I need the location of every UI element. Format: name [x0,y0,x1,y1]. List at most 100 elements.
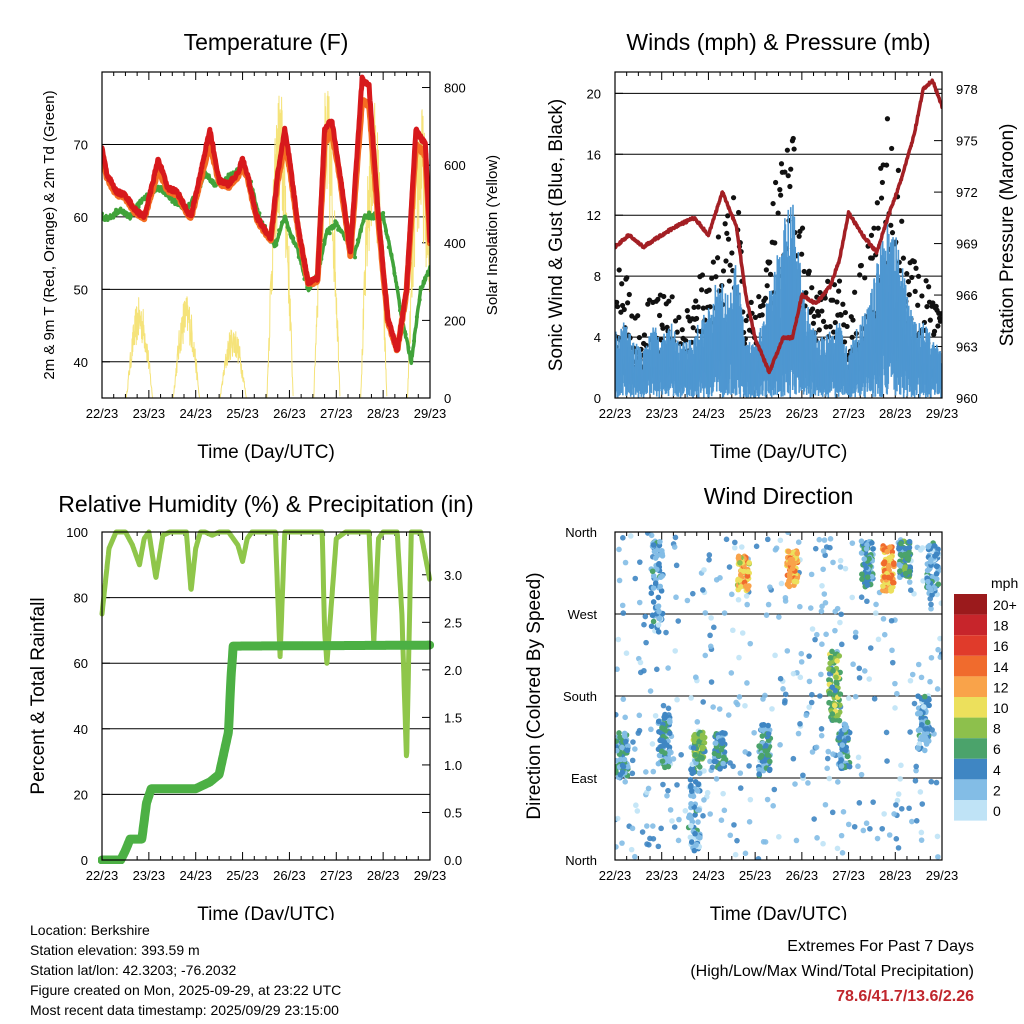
direction-point [920,704,927,710]
dewpoint-marker [167,196,172,201]
direction-point [647,835,653,842]
direction-point [660,781,666,788]
direction-point [838,763,845,769]
direction-point [837,564,844,570]
gust-point [899,218,905,224]
direction-point [727,832,734,839]
direction-point [746,560,752,566]
direction-point [895,791,902,797]
direction-point [676,816,682,823]
location-text: Location: Berkshire [30,922,150,938]
dewpoint-marker [119,209,124,214]
y2-tick-label: 966 [956,288,978,303]
y2-tick-label: 972 [956,185,978,200]
direction-point [860,827,867,834]
direction-point [934,686,941,692]
direction-point [655,843,662,850]
direction-point [809,691,815,698]
direction-point [907,729,913,735]
direction-point [927,678,933,685]
direction-point [787,574,793,581]
direction-point [765,722,771,729]
panel-3: Relative Humidity (%) & Precipitation (i… [28,491,474,920]
y-tick-label: 40 [74,355,88,370]
direction-point [747,640,754,647]
colorbar-label: 8 [993,721,1001,737]
direction-point [805,780,811,786]
gust-point [707,304,713,310]
direction-point [889,549,896,555]
direction-point [663,629,669,636]
gust-point [836,278,843,284]
gust-point [904,271,910,277]
gust-point [915,302,921,308]
direction-point [727,760,733,766]
direction-point [691,847,698,854]
direction-point [909,671,916,678]
gust-point [868,232,875,238]
colorbar-label: 6 [993,741,1001,757]
dewpoint-marker [406,345,411,350]
colorbar-swatch [954,594,987,615]
direction-point [780,686,786,692]
gust-point [762,295,769,301]
x-tick-label: 26/23 [786,868,819,883]
direction-point [659,547,665,554]
plot-border [614,71,943,399]
gust-point [625,300,631,306]
direction-point [744,601,750,608]
y-tick-label: 100 [66,525,88,540]
direction-point [832,627,838,634]
direction-point [855,763,861,770]
direction-point [694,788,701,794]
direction-point [928,778,935,785]
x-tick-label: 23/23 [133,868,166,883]
x-tick-label: 22/23 [599,868,632,883]
direction-point [738,544,745,550]
gust-point [752,314,759,320]
direction-point [778,580,785,587]
dewpoint-marker [420,284,425,289]
speed-colorbar: mph 20+ 18 16 14 12 10 8 6 4 2 0 [954,575,1018,821]
direction-point [641,621,647,628]
direction-point [690,745,697,751]
direction-point [858,538,865,544]
direction-point [826,775,833,782]
direction-point [718,746,725,753]
colorbar-swatch [954,800,987,821]
direction-point [720,760,726,767]
y2-tick-label: 963 [956,340,978,355]
direction-point [864,582,871,588]
gust-point [816,327,822,333]
direction-point [721,610,728,616]
direction-point [723,536,730,543]
y-tick-label: North [565,853,597,868]
direction-point [834,845,841,852]
direction-point [819,641,825,648]
direction-point [827,690,833,696]
dewpoint-marker [386,245,391,250]
gust-point [791,146,797,152]
direction-point [621,756,628,763]
gust-point [827,324,833,330]
direction-point [822,599,829,606]
direction-point [830,717,836,723]
direction-point [674,696,680,703]
gust-point [874,200,880,206]
direction-point [892,680,898,687]
direction-point [721,754,727,761]
direction-point [837,557,844,564]
dewpoint-marker [212,183,217,188]
direction-point [829,711,836,717]
direction-point [820,566,826,573]
direction-point [712,740,719,746]
plot-border [614,531,943,861]
direction-point [889,659,896,666]
gust-point [905,279,912,285]
direction-point [904,555,911,562]
gust-point [706,287,712,293]
direction-point [820,548,827,554]
direction-point [918,721,925,728]
direction-point [912,777,919,784]
direction-point [870,546,876,552]
